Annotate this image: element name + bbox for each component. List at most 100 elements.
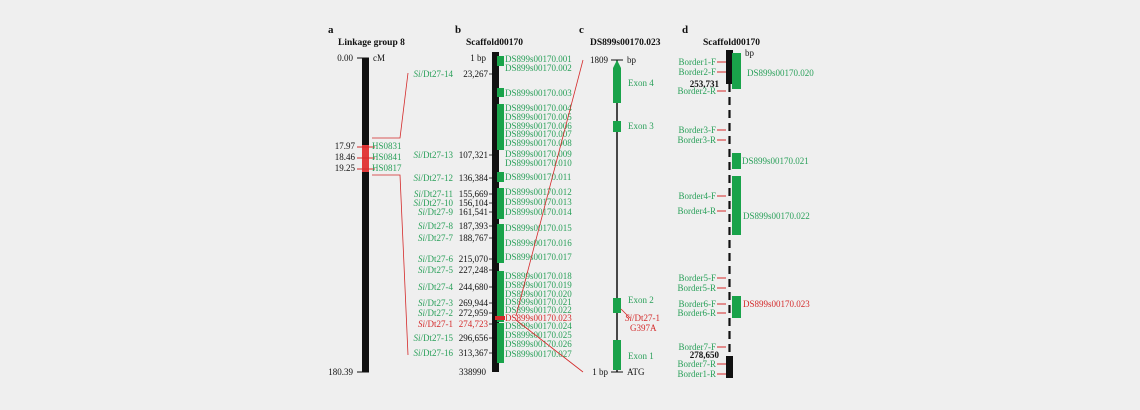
marker-name: HS0831 [372, 141, 402, 151]
primer-list: Border1-FBorder2-FBorder2-RBorder3-FBord… [678, 57, 726, 379]
gene-label: DS899s00170.026 [505, 339, 572, 349]
exon-label: Exon 3 [628, 121, 654, 131]
exon-1 [613, 340, 621, 370]
exon-label: Exon 1 [628, 351, 654, 361]
panel-c: c DS899s00170.023 1809 bp 1 bp ATG Exon … [579, 24, 661, 377]
panel-d-title: Scaffold00170 [703, 38, 760, 48]
primer-label: Border6-F [679, 299, 717, 309]
marker-position: 188,767 [459, 233, 489, 243]
position-label: 278,650 [690, 350, 720, 360]
gene-block [497, 323, 504, 363]
marker-label: Si/Dt27-14 [413, 69, 453, 79]
panel-d: d Scaffold00170 bp DS899s00170.020 DS899… [678, 24, 815, 379]
marker-position: 187,393 [459, 221, 489, 231]
marker-list: Si/Dt27-14 23,267 Si/Dt27-13 107,321 Si/Dt27… [413, 69, 496, 358]
panel-b-letter: b [455, 24, 461, 36]
candidate-gene-block [495, 316, 505, 320]
gene-block [732, 153, 741, 169]
gene-label: DS899s00170.011 [505, 172, 571, 182]
gene-block [497, 232, 504, 261]
primer-label: Border5-R [678, 283, 717, 293]
snp-pointer [620, 308, 631, 319]
marker-label: Si/Dt27-6 [418, 254, 454, 264]
panel-a: a Linkage group 8 0.00 cM 180.39 17.97 1… [328, 24, 409, 377]
gene-label: DS899s00170.022 [743, 211, 810, 221]
gene-label: DS899s00170.024 [505, 321, 572, 331]
gene-label: DS899s00170.016 [505, 238, 572, 248]
marker-label: Si/Dt27-11 [414, 189, 453, 199]
marker-position: 272,959 [459, 308, 489, 318]
scaffold-top-label: 1 bp [470, 53, 486, 63]
zoom-connector-bottom [515, 319, 584, 373]
marker-label: Si/Dt27-15 [413, 333, 453, 343]
gene-label: DS899s00170.025 [505, 330, 572, 340]
marker-position: 215,070 [459, 254, 489, 264]
gene-length: 1809 [590, 55, 609, 65]
exon-label: Exon 2 [628, 295, 654, 305]
primer-label: Border7-F [679, 342, 717, 352]
gene-label: DS899s00170.004 [505, 103, 572, 113]
linkage-group-bar [362, 58, 369, 372]
marker-position: 227,248 [459, 265, 489, 275]
gene-label: DS899s00170.022 [505, 305, 572, 315]
zoom-connector-top [372, 72, 409, 139]
scaffold-bottom-label: 338990 [459, 367, 487, 377]
marker-label: Si/Dt27-5 [418, 265, 454, 275]
scaffold-solid-bottom [726, 356, 733, 378]
gene-label: DS899s00170.014 [505, 207, 572, 217]
marker-label: Si/Dt27-10 [413, 198, 453, 208]
primer-label: Border5-F [679, 273, 717, 283]
marker-position: 244,680 [459, 282, 489, 292]
marker-position: 296,656 [459, 333, 489, 343]
panel-b-title: Scaffold00170 [466, 38, 523, 48]
zoom-connector-top [515, 59, 584, 317]
scaffold-solid-top [726, 50, 733, 84]
marker-label: Si/Dt27-12 [413, 173, 453, 183]
gene-label: DS899s00170.007 [505, 129, 572, 139]
exon-2 [613, 298, 621, 313]
gene-block [497, 271, 504, 321]
marker-name: HS0817 [372, 163, 402, 173]
panel-c-title: DS899s00170.023 [590, 38, 661, 48]
gene-block [497, 56, 504, 66]
marker-label: Si/Dt27-1 [418, 319, 453, 329]
cm-top-value: 0.00 [337, 53, 353, 63]
marker-label: Si/Dt27-8 [418, 221, 454, 231]
primer-label: Border1-R [678, 369, 717, 379]
exon-3 [613, 121, 621, 132]
marker-label: Si/Dt27-3 [418, 298, 454, 308]
primer-label: Border2-F [679, 67, 717, 77]
marker-position: 17.97 [335, 141, 356, 151]
marker-position: 161,541 [459, 207, 488, 217]
gene-block [497, 188, 504, 219]
gene-label: DS899s00170.001 [505, 54, 572, 64]
gene-block [497, 172, 504, 182]
cm-bottom-value: 180.39 [328, 367, 353, 377]
gene-label: DS899s00170.010 [505, 158, 572, 168]
gene-block [732, 53, 741, 89]
marker-position: 19.25 [335, 163, 356, 173]
panel-b: b Scaffold00170 1 bp 338990 Si/Dt27-14 23… [413, 24, 584, 377]
gene-block [732, 176, 741, 235]
primer-label: Border3-F [679, 125, 717, 135]
gene-label: DS899s00170.023 [505, 313, 572, 323]
marker-position: 136,384 [459, 173, 489, 183]
gene-label: DS899s00170.021 [505, 297, 572, 307]
exon-label: Exon 4 [628, 78, 654, 88]
gene-label: DS899s00170.003 [505, 88, 572, 98]
snp-allele: G397A [630, 323, 657, 333]
primer-label: Border4-F [679, 191, 717, 201]
gene-label: DS899s00170.023 [743, 299, 810, 309]
marker-position: 155,669 [459, 189, 489, 199]
snp-marker-label: Si/Dt27-1 [625, 313, 660, 323]
panel-a-letter: a [328, 24, 334, 36]
gene-label: DS899s00170.009 [505, 149, 572, 159]
marker-position: 274,723 [459, 319, 489, 329]
gene-block [497, 224, 504, 234]
gene-block [497, 88, 504, 97]
gene-label: DS899s00170.020 [747, 68, 814, 78]
gene-label: DS899s00170.019 [505, 280, 572, 290]
gene-block [497, 104, 504, 150]
gene-label: DS899s00170.027 [505, 349, 572, 359]
